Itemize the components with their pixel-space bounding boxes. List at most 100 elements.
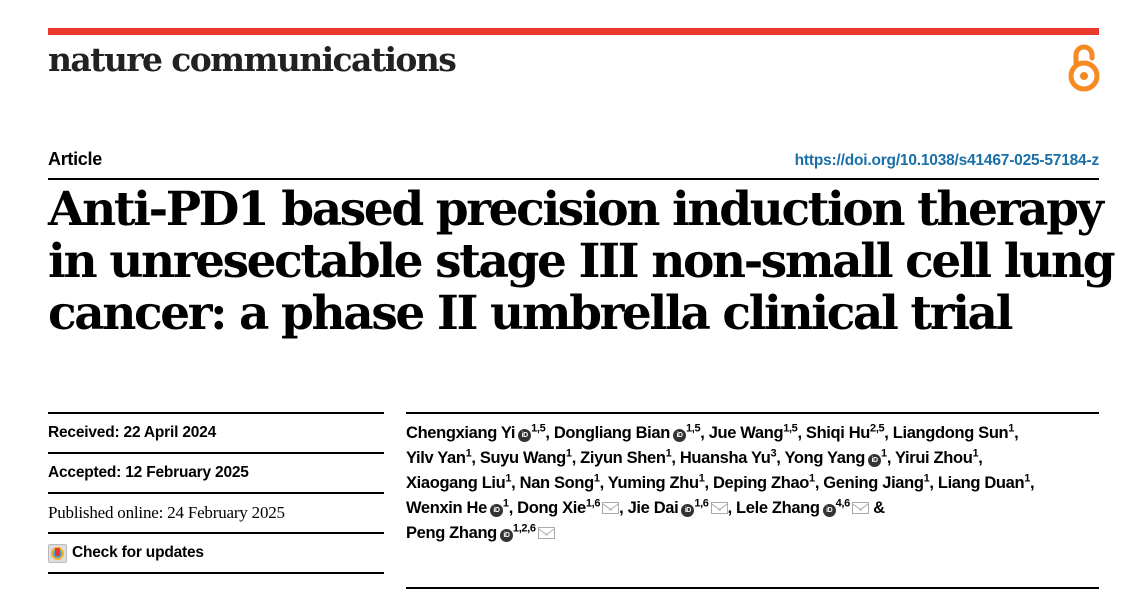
author[interactable]: Wenxin He iD1 [406, 497, 509, 517]
affiliation-number[interactable]: 1 [1024, 472, 1030, 485]
affiliation-number[interactable]: 1 [502, 497, 509, 510]
author[interactable]: Shiqi Hu2,5 [805, 422, 885, 442]
affiliation-number[interactable]: 1 [881, 447, 887, 460]
affiliation-number[interactable]: 1,6 [694, 497, 709, 510]
author-name[interactable]: Yilv Yan [406, 449, 466, 467]
email-icon[interactable] [602, 502, 620, 514]
author-name[interactable]: Yirui Zhou [894, 449, 973, 467]
doi-link[interactable]: https://doi.org/10.1038/s41467-025-57184… [794, 152, 1100, 169]
affiliation-number[interactable]: 1,2,6 [512, 522, 536, 535]
check-for-updates-icon [48, 543, 67, 563]
author[interactable]: Liangdong Sun1 [892, 422, 1015, 442]
author-name[interactable]: Liang Duan [937, 474, 1025, 492]
author-name[interactable]: Yuming Zhu [607, 474, 699, 492]
author-name[interactable]: Jie Dai [627, 499, 679, 517]
affiliation-number[interactable]: 3 [770, 447, 777, 460]
affiliation-number[interactable]: 1 [565, 447, 572, 460]
author-name[interactable]: Wenxin He [406, 499, 487, 517]
affiliation-number[interactable]: 1,5 [531, 422, 546, 435]
author-separator: , [599, 474, 608, 492]
author[interactable]: Yong Yang iD1 [784, 447, 887, 467]
author[interactable]: Liang Duan1 [937, 472, 1030, 492]
author-name[interactable]: Chengxiang Yi [406, 424, 516, 442]
author-separator: , [700, 424, 709, 442]
affiliation-number[interactable]: 1 [923, 472, 930, 485]
affiliation-number[interactable]: 1 [1008, 422, 1015, 435]
published-date: Published online: 24 February 2025 [48, 503, 285, 522]
author-separator: , [619, 499, 628, 517]
author-name[interactable]: Dong Xie [517, 499, 586, 517]
title-line: in unresectable stage III non-small cell… [48, 234, 1116, 289]
divider [48, 492, 384, 494]
author-separator: , [1014, 424, 1019, 442]
author[interactable]: Peng Zhang iD1,2,6 [406, 522, 555, 542]
author-name[interactable]: Huansha Yu [679, 449, 771, 467]
author-name[interactable]: Deping Zhao [712, 474, 810, 492]
author[interactable]: Jie Dai iD1,6 [627, 497, 728, 517]
author[interactable]: Chengxiang Yi iD1,5 [406, 422, 546, 442]
divider [48, 412, 384, 414]
open-access-lock-icon [1068, 44, 1100, 92]
author-separator: , [978, 449, 983, 467]
author-name[interactable]: Jue Wang [708, 424, 784, 442]
orcid-icon[interactable]: iD [499, 529, 513, 542]
author[interactable]: Deping Zhao1 [712, 472, 815, 492]
author-name[interactable]: Nan Song [519, 474, 595, 492]
orcid-icon[interactable]: iD [518, 429, 532, 442]
author-name[interactable]: Dongliang Bian [553, 424, 670, 442]
orcid-icon[interactable]: iD [489, 504, 503, 517]
check-for-updates-button[interactable]: Check for updates [48, 534, 384, 572]
author-list: Chengxiang Yi iD1,5, Dongliang Bian iD1,5,… [406, 421, 1106, 546]
author-name[interactable]: Shiqi Hu [805, 424, 871, 442]
author[interactable]: Yuming Zhu1 [607, 472, 705, 492]
author-name[interactable]: Gening Jiang [823, 474, 924, 492]
affiliation-number[interactable]: 1 [698, 472, 705, 485]
orcid-icon[interactable]: iD [868, 454, 882, 467]
author-separator: , [671, 449, 680, 467]
affiliation-number[interactable]: 4,6 [835, 497, 851, 510]
author[interactable]: Ziyun Shen1 [580, 447, 672, 467]
author[interactable]: Gening Jiang1 [823, 472, 930, 492]
email-icon[interactable] [710, 502, 728, 514]
author-name[interactable]: Xiaogang Liu [406, 474, 506, 492]
author[interactable]: Jue Wang1,5 [708, 422, 798, 442]
affiliation-number[interactable]: 1 [465, 447, 472, 460]
affiliation-number[interactable]: 1 [665, 447, 672, 460]
author-name[interactable]: Peng Zhang [406, 524, 497, 542]
orcid-icon[interactable]: iD [822, 504, 836, 517]
author[interactable]: Suyu Wang1 [479, 447, 572, 467]
divider [406, 587, 1099, 589]
author-name[interactable]: Lele Zhang [736, 499, 820, 517]
affiliation-number[interactable]: 1,5 [783, 422, 798, 435]
author[interactable]: Yilv Yan1 [406, 447, 472, 467]
accepted-date: Accepted: 12 February 2025 [48, 464, 249, 481]
orcid-icon[interactable]: iD [672, 429, 686, 442]
affiliation-number[interactable]: 1 [972, 447, 979, 460]
affiliation-number[interactable]: 1 [593, 472, 600, 485]
affiliation-number[interactable]: 1 [505, 472, 512, 485]
email-icon[interactable] [851, 502, 869, 514]
author[interactable]: Huansha Yu3 [679, 447, 777, 467]
author-name[interactable]: Liangdong Sun [892, 424, 1009, 442]
author-separator: , [1029, 474, 1035, 492]
affiliation-number[interactable]: 1,6 [585, 497, 601, 510]
author-name[interactable]: Suyu Wang [479, 449, 566, 467]
author[interactable]: Xiaogang Liu1 [406, 472, 512, 492]
author-separator: , [471, 449, 480, 467]
author-separator: , [929, 474, 938, 492]
author[interactable]: Lele Zhang iD4,6 [736, 497, 869, 517]
affiliation-number[interactable]: 1 [809, 472, 815, 485]
orcid-icon[interactable]: iD [681, 504, 695, 517]
author[interactable]: Nan Song1 [519, 472, 600, 492]
author[interactable]: Dong Xie1,6 [517, 497, 620, 517]
email-icon[interactable] [537, 527, 555, 539]
author[interactable]: Yirui Zhou1 [894, 447, 979, 467]
journal-logo[interactable]: nature communications [48, 40, 457, 79]
author-name[interactable]: Yong Yang [784, 449, 866, 467]
author[interactable]: Dongliang Bian iD1,5 [553, 422, 701, 442]
affiliation-number[interactable]: 1,5 [685, 422, 701, 435]
author-name[interactable]: Ziyun Shen [580, 449, 666, 467]
author-separator: , [508, 499, 518, 517]
affiliation-number[interactable]: 2,5 [870, 422, 885, 435]
author-separator: , [571, 449, 581, 467]
